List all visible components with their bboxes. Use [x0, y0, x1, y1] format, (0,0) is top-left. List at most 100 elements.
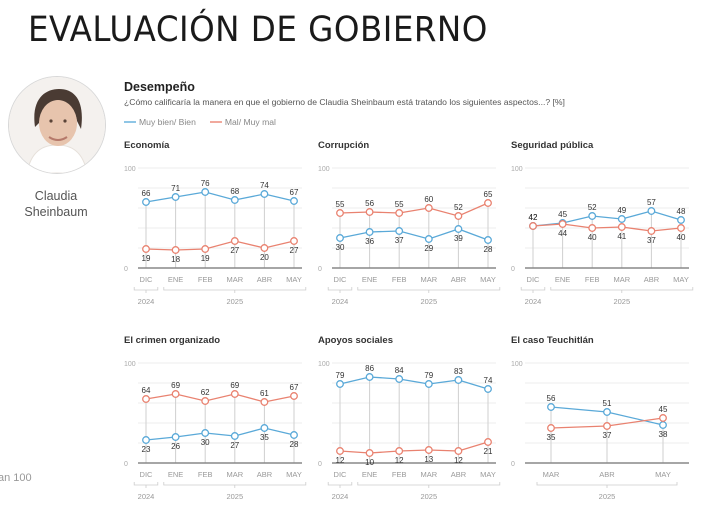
y-tick-label: 100: [318, 166, 330, 173]
legend-item-good: Muy bien/ Bien: [124, 117, 196, 127]
data-label: 41: [617, 232, 626, 241]
data-point-bad: [336, 209, 344, 217]
portrait-photo: [8, 76, 106, 174]
data-point-bad: [336, 447, 344, 455]
year-label: 2024: [332, 492, 349, 501]
data-point-bad: [395, 447, 404, 455]
data-label: 23: [142, 445, 151, 454]
y-tick-label: 0: [511, 266, 515, 273]
x-tick-label: ABR: [599, 470, 615, 479]
year-bracket: [133, 287, 159, 291]
data-label: 74: [484, 376, 493, 385]
data-label: 69: [171, 381, 180, 390]
data-label: 40: [588, 233, 597, 242]
year-bracket: [327, 287, 353, 291]
chart-apoyos: 0 100 79 86 84 79 83 74 12 10 12 13 12 21 DIC ENE FEB MAR…: [318, 361, 501, 501]
person-last-name: Sheinbaum: [24, 205, 88, 219]
year-label: 2024: [332, 297, 349, 306]
data-point-good: [230, 432, 239, 440]
data-label: 71: [171, 184, 180, 193]
x-tick-label: DIC: [334, 470, 348, 479]
data-label: 27: [290, 246, 299, 255]
data-label: 60: [424, 195, 433, 204]
survey-question: ¿Cómo calificaría la manera en que el go…: [124, 97, 565, 107]
x-tick-label: ABR: [451, 275, 467, 284]
data-point-good: [424, 380, 433, 388]
data-label: 44: [558, 229, 567, 238]
chart-economia: 0 100 66 71 76 68 74 67 19 18 19 27 20 27 DIC ENE FEB MAR…: [124, 166, 307, 306]
data-point-good: [260, 424, 269, 432]
data-label: 18: [171, 255, 180, 264]
data-point-bad: [454, 212, 463, 220]
data-point-good: [142, 436, 150, 444]
data-label: 67: [290, 383, 299, 392]
chart-corrupcion: 0 100 30 36 37 29 39 28 55 56 55 60 52 65 DIC ENE FEB MAR…: [318, 166, 501, 306]
data-label: 84: [395, 366, 404, 375]
data-label: 37: [395, 236, 404, 245]
year-bracket: [520, 287, 546, 291]
data-point-bad: [171, 246, 180, 254]
data-label: 57: [647, 198, 656, 207]
data-label: 79: [336, 371, 345, 380]
data-label: 37: [603, 431, 612, 440]
series-line-good: [339, 228, 489, 241]
x-tick-label: DIC: [140, 275, 154, 284]
year-bracket: [357, 287, 501, 291]
data-label: 30: [201, 438, 210, 447]
year-label: 2025: [420, 492, 437, 501]
y-tick-label: 100: [124, 361, 136, 368]
data-label: 65: [484, 190, 493, 199]
x-tick-label: MAY: [480, 470, 496, 479]
data-label: 86: [365, 364, 374, 373]
data-point-bad: [484, 199, 492, 207]
data-point-bad: [603, 422, 611, 430]
data-point-bad: [260, 244, 269, 252]
data-label: 83: [454, 367, 463, 376]
year-label: 2025: [613, 297, 630, 306]
data-label: 26: [171, 442, 180, 451]
data-point-bad: [617, 223, 626, 231]
data-label: 56: [547, 394, 556, 403]
data-point-bad: [365, 449, 374, 457]
data-label: 37: [647, 236, 656, 245]
data-point-bad: [230, 390, 239, 398]
data-label: 48: [677, 207, 686, 216]
series-line-bad: [145, 240, 295, 251]
data-point-bad: [558, 220, 567, 228]
data-label: 27: [230, 441, 239, 450]
chart-title: El caso Teuchitlán: [511, 335, 594, 346]
chart-title: Economía: [124, 140, 170, 151]
x-tick-label: ENE: [362, 275, 377, 284]
year-label: 2024: [138, 297, 155, 306]
year-label: 2024: [525, 297, 542, 306]
data-label: 79: [424, 371, 433, 380]
data-label: 62: [201, 388, 210, 397]
person-first-name: Claudia: [34, 189, 78, 203]
x-tick-label: MAR: [226, 470, 243, 479]
data-point-good: [290, 197, 298, 205]
legend-swatch-bad: [209, 121, 222, 123]
data-point-good: [395, 227, 404, 235]
data-point-good: [142, 198, 150, 206]
data-label: 56: [365, 199, 374, 208]
year-bracket: [536, 482, 678, 486]
series-line-bad: [339, 202, 489, 217]
data-label: 28: [484, 245, 493, 254]
data-label: 38: [659, 430, 668, 439]
page-title: EVALUACIÓN DE GOBIERNO: [28, 10, 488, 50]
legend-item-bad: Mal/ Muy mal: [209, 117, 276, 127]
x-tick-label: ENE: [168, 470, 183, 479]
data-point-bad: [588, 224, 597, 232]
data-label: 68: [230, 187, 239, 196]
data-point-good: [230, 196, 239, 204]
chart-title: Seguridad pública: [511, 140, 594, 151]
year-bracket: [357, 482, 501, 486]
data-label: 13: [424, 455, 433, 464]
series-line-bad: [339, 441, 489, 454]
data-label: 39: [454, 234, 463, 243]
data-point-bad: [454, 447, 463, 455]
x-tick-label: ABR: [644, 275, 660, 284]
y-tick-label: 0: [124, 461, 128, 468]
data-label: 40: [677, 233, 686, 242]
data-label: 35: [260, 433, 269, 442]
